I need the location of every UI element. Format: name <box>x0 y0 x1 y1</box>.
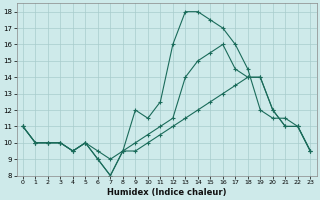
X-axis label: Humidex (Indice chaleur): Humidex (Indice chaleur) <box>107 188 226 197</box>
